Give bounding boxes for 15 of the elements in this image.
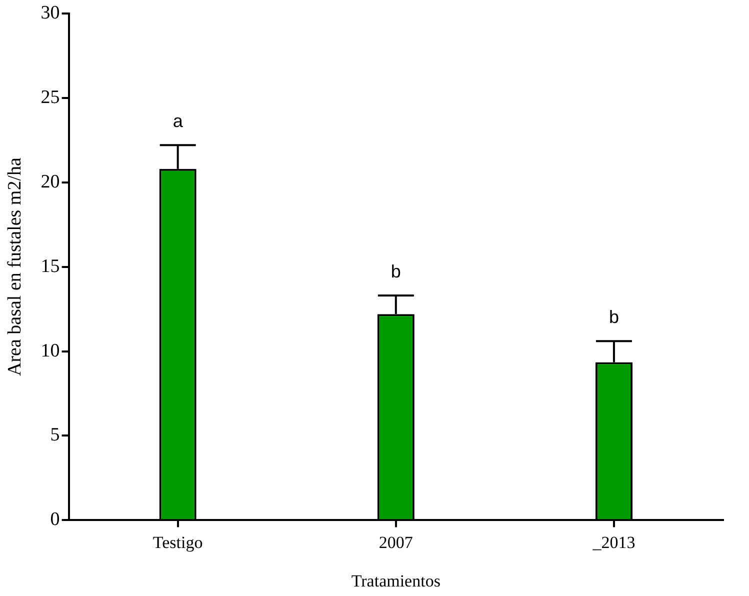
- annotation: b: [390, 261, 401, 282]
- y-tick-label: 25: [40, 86, 60, 108]
- y-tick-label: 10: [40, 340, 60, 362]
- y-tick-label: 5: [50, 424, 60, 446]
- x-axis-title: Tratamientos: [351, 571, 440, 590]
- y-tick-label: 15: [40, 256, 60, 277]
- annotation: b: [608, 307, 619, 328]
- y-tick-label: 20: [40, 171, 60, 192]
- x-tick-label: _2013: [592, 532, 636, 552]
- x-tick-label: 2007: [378, 532, 414, 552]
- y-tick-label: 0: [50, 509, 60, 530]
- y-axis-title: Area basal en fustales m2/ha: [4, 157, 26, 376]
- x-tick-label: Testigo: [152, 532, 203, 552]
- y-tick-label: 30: [40, 2, 60, 24]
- annotation: a: [172, 111, 184, 132]
